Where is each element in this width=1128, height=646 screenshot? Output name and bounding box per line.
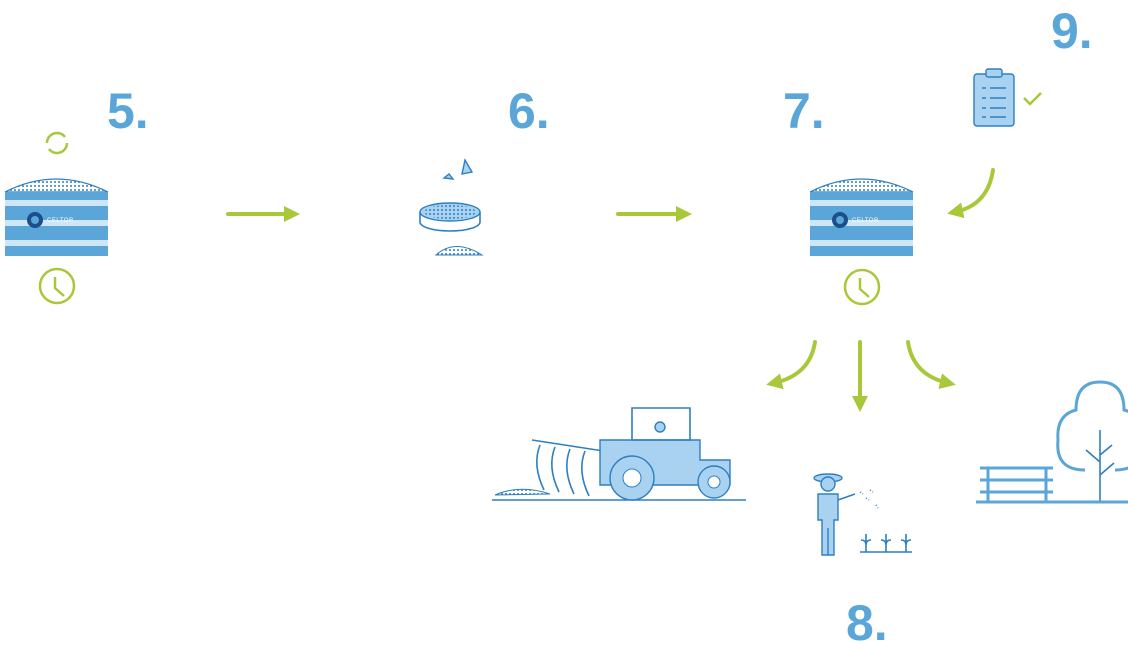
- sieve-icon: [420, 160, 482, 255]
- tractor-icon: [492, 408, 746, 500]
- checklist-icon: [974, 69, 1041, 126]
- step-number: 8.: [846, 595, 888, 646]
- refresh-icon: [47, 133, 67, 153]
- park-icon: [976, 382, 1128, 502]
- silo: CELTOR: [5, 179, 108, 256]
- step-number: 7.: [783, 83, 825, 139]
- brand-label: CELTOR: [47, 218, 74, 224]
- step-number: 5.: [107, 83, 149, 139]
- farmer-icon: [814, 474, 912, 555]
- step-number: 6.: [508, 83, 550, 139]
- clock-icon: [845, 270, 879, 304]
- brand-label: CELTOR: [852, 218, 879, 224]
- diagram: 5. 6. 7. 8. 9. CELTOR CELTOR: [0, 0, 1128, 646]
- clock-icon: [40, 269, 74, 303]
- step-number: 9.: [1051, 3, 1093, 59]
- silo: CELTOR: [810, 179, 913, 256]
